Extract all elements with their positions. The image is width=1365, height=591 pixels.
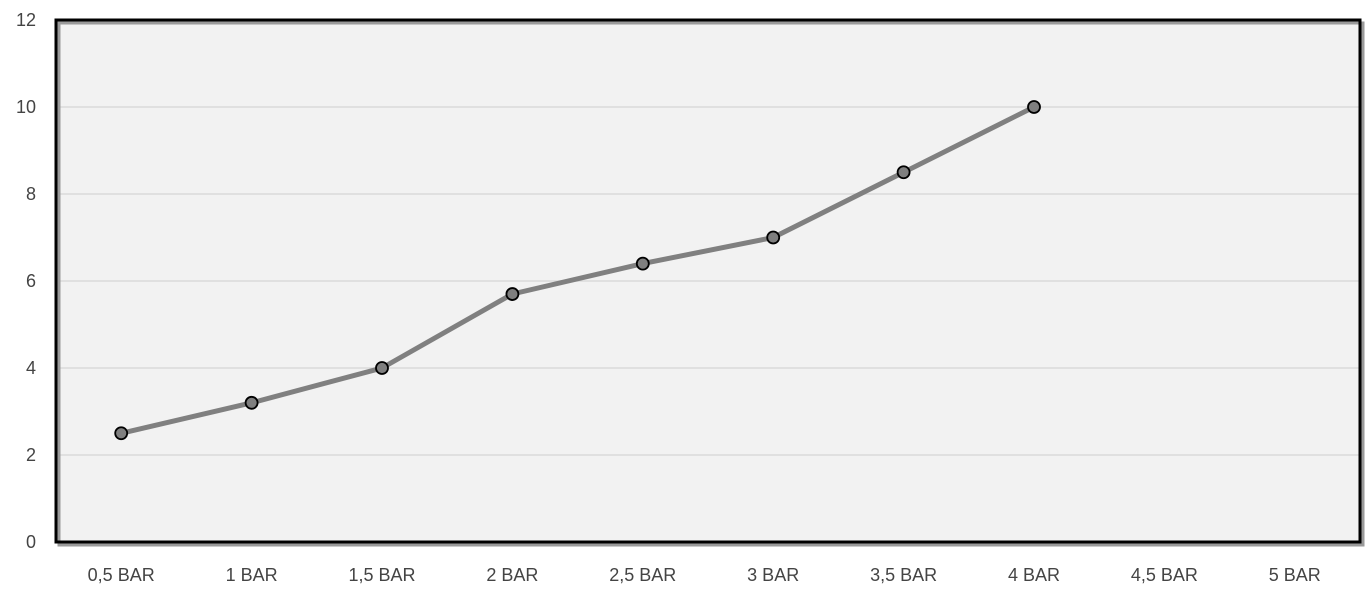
x-tick-label: 1 BAR: [226, 565, 278, 585]
y-tick-label: 0: [26, 532, 36, 552]
x-tick-label: 3 BAR: [747, 565, 799, 585]
data-point-marker: [635, 256, 650, 271]
x-tick-label: 1,5 BAR: [348, 565, 415, 585]
y-tick-label: 8: [26, 184, 36, 204]
y-tick-label: 10: [16, 97, 36, 117]
y-tick-label: 2: [26, 445, 36, 465]
plot-frame: [54, 18, 1362, 544]
data-point-marker: [1027, 100, 1041, 114]
data-point-marker: [896, 165, 911, 180]
data-point-marker: [766, 230, 781, 245]
y-tick-label: 4: [26, 358, 36, 378]
series-line: [118, 104, 1037, 436]
x-tick-label: 4 BAR: [1008, 565, 1060, 585]
x-tick-label: 3,5 BAR: [870, 565, 937, 585]
data-point-marker: [114, 426, 129, 441]
x-tick-label: 2 BAR: [486, 565, 538, 585]
y-tick-label: 12: [16, 10, 36, 30]
x-tick-label: 2,5 BAR: [609, 565, 676, 585]
x-tick-label: 0,5 BAR: [88, 565, 155, 585]
data-point-marker: [244, 395, 259, 410]
x-tick-label: 4,5 BAR: [1131, 565, 1198, 585]
data-point-marker: [375, 361, 389, 375]
data-point-marker: [505, 287, 520, 301]
y-tick-label: 6: [26, 271, 36, 291]
plot-frame-shadow: [57, 21, 1365, 547]
x-tick-label: 5 BAR: [1269, 565, 1321, 585]
